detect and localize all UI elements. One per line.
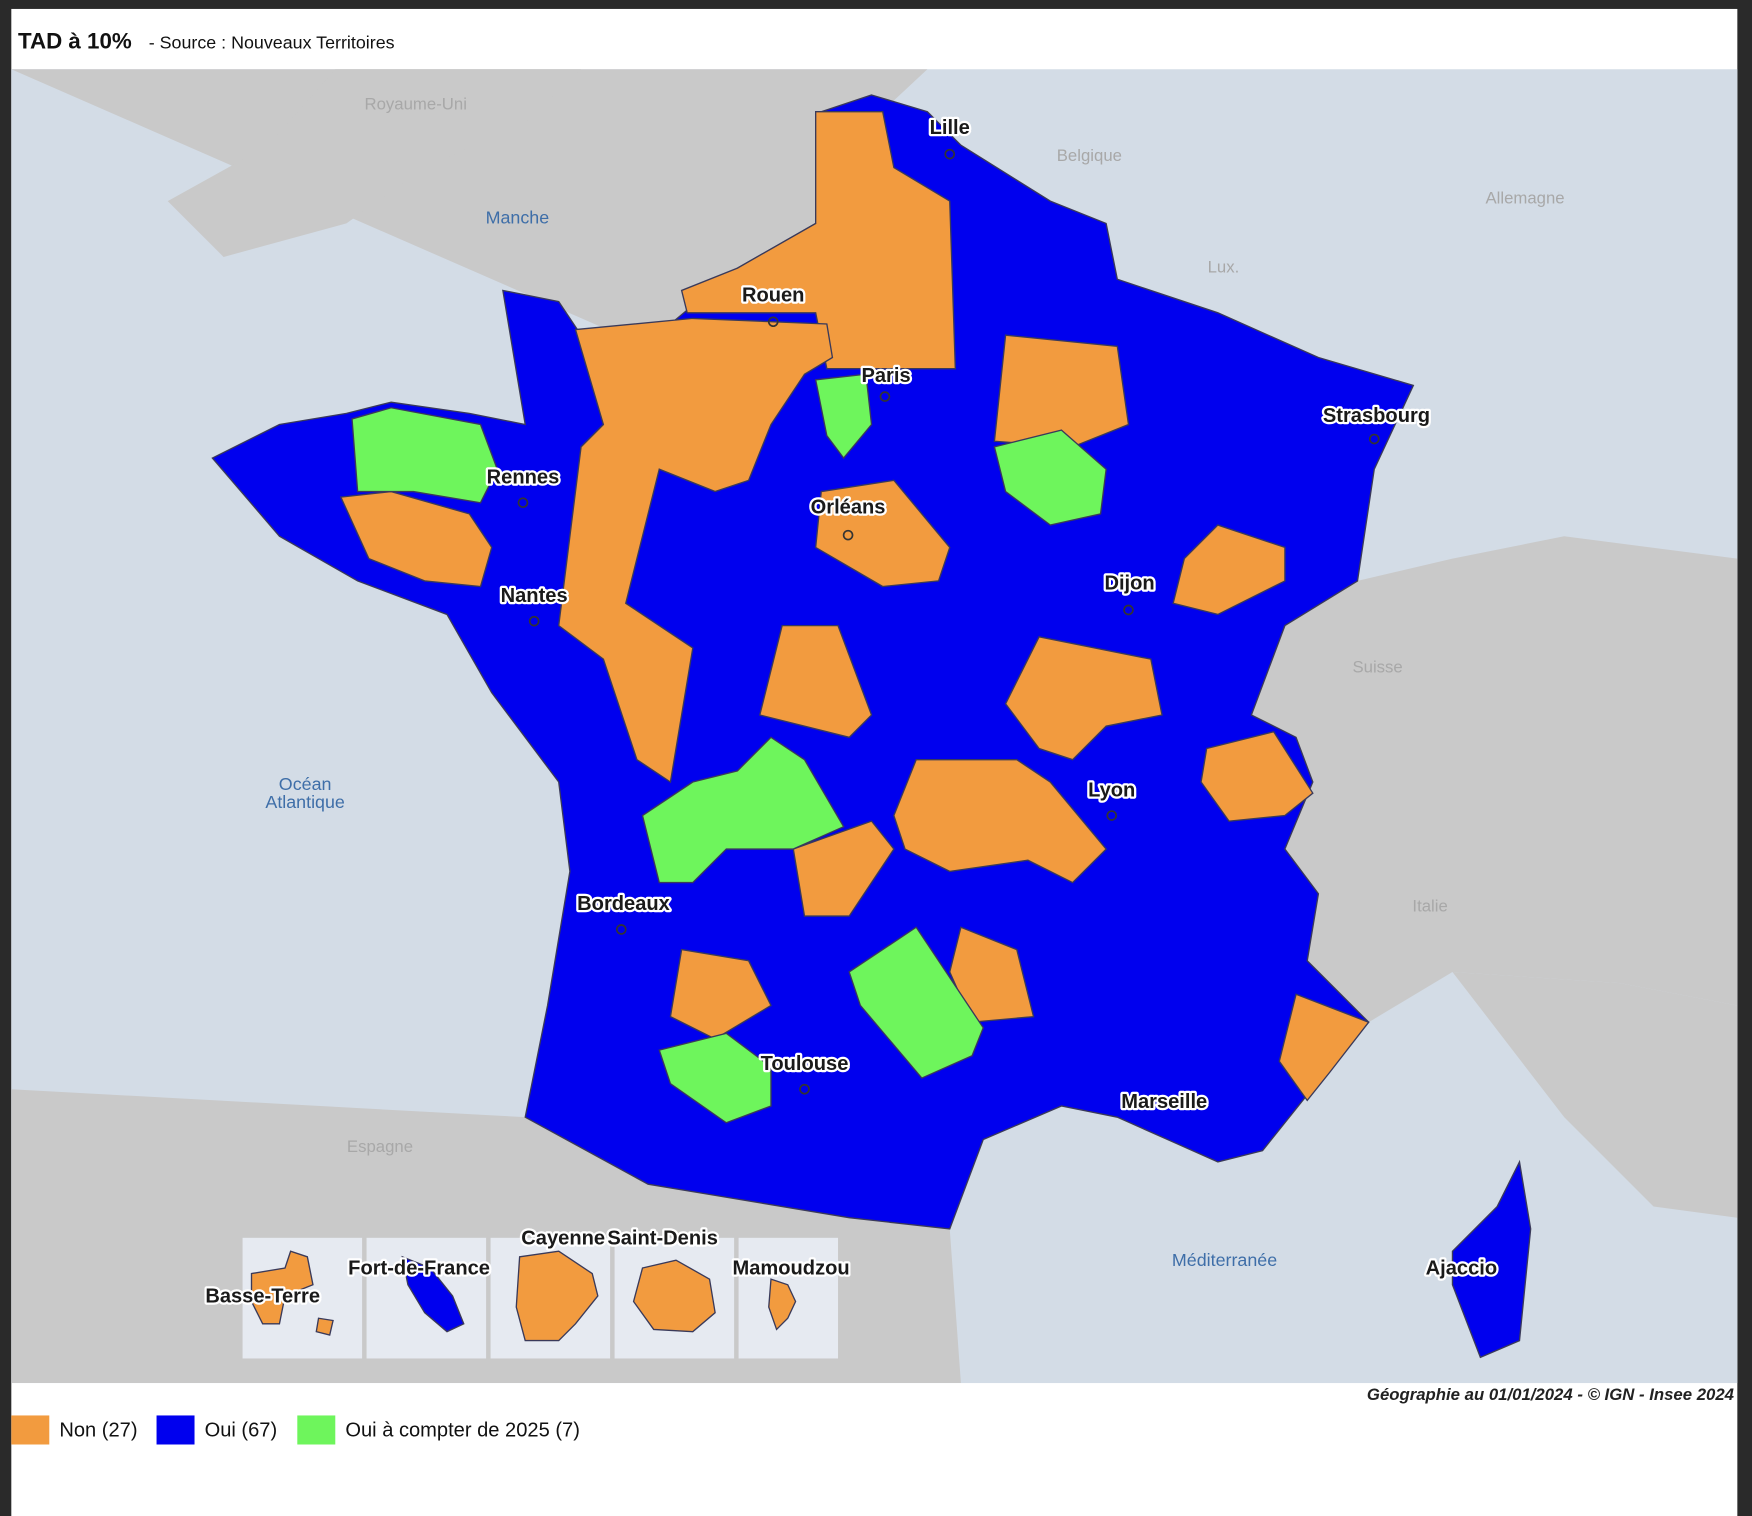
land-uk [167,69,582,257]
region [1278,993,1370,1102]
city-label: Paris [861,365,910,387]
country-label: Italie [1412,897,1447,916]
city-dot [528,615,540,627]
city-dot [799,1083,810,1095]
city-dot [1368,433,1380,445]
city-label: Basse-Terre [205,1285,320,1307]
legend: Non (27) Oui (67) Oui à compter de 2025 (7… [11,1415,580,1445]
region [339,490,493,588]
legend-swatch [11,1415,50,1445]
city-dot [879,391,891,402]
regions-non [339,111,1370,1102]
city-dot [944,148,956,160]
city-label: Fort-de-France [348,1257,490,1279]
city-dot [1123,604,1134,616]
city-dot [1106,810,1118,821]
city-label: Rennes [487,466,560,488]
city-label: Lyon [1088,779,1135,801]
country-label: Lux. [1208,258,1240,277]
region [351,407,499,504]
sea-label: Manche [486,208,550,228]
city-label: Toulouse [761,1053,849,1075]
region [1004,636,1163,761]
region [1172,524,1286,616]
map: Royaume-Uni Belgique Allemagne Lux. Suis… [11,69,1738,1384]
city-dot [767,316,779,328]
sea-label: Atlantique [265,792,345,812]
city-label: Mamoudzou [732,1257,849,1279]
credit: Géographie au 01/01/2024 - © IGN - Insee… [1367,1385,1735,1404]
country-label: Allemagne [1485,188,1564,207]
land-italy [1452,971,1738,1218]
region [669,948,772,1040]
region [558,317,834,784]
country-label: Suisse [1352,657,1402,676]
city-label: Marseille [1121,1091,1207,1113]
region [814,479,951,588]
region [993,429,1107,526]
regions-2025 [351,373,1107,1124]
legend-label: Oui à compter de 2025 (7) [345,1419,580,1441]
region [949,926,1035,1023]
region [993,334,1130,448]
city-label: Strasbourg [1323,405,1430,427]
insets [242,1237,839,1359]
sea-label: Océan [279,774,332,794]
region [632,1259,716,1333]
legend-swatch [156,1415,195,1445]
region [250,1250,334,1336]
region [893,759,1108,884]
legend-label: Non (27) [59,1419,137,1441]
region [792,820,895,917]
city-label: Ajaccio [1426,1257,1497,1279]
city-label: Cayenne [521,1227,605,1249]
city-dot [517,497,529,509]
title: TAD à 10% [18,28,132,53]
region [1200,730,1314,822]
city-dot [842,529,854,541]
city-label: Bordeaux [577,893,671,915]
legend-label: Oui (67) [205,1419,278,1441]
country-label: Espagne [347,1137,413,1156]
region [814,373,873,460]
city-label: Orléans [811,497,886,519]
city-dots [517,148,1380,1095]
legend-swatch [297,1415,336,1445]
city-label: Nantes [501,585,568,607]
region [759,624,873,739]
city-dot [615,924,627,935]
city-label: Lille [930,117,970,139]
region [401,1255,465,1333]
corsica [1451,1159,1532,1359]
region [768,1278,797,1331]
country-label: Belgique [1057,146,1122,165]
region [658,1032,772,1124]
city-label: Saint-Denis [607,1227,718,1249]
sea-label: Méditerranée [1172,1250,1277,1270]
city-label: Rouen [742,284,805,306]
region [641,736,845,884]
country-label: Royaume-Uni [365,94,467,113]
region [515,1250,599,1342]
region [848,926,985,1079]
city-label: Dijon [1104,573,1154,595]
source: - Source : Nouveaux Territoires [149,32,395,52]
